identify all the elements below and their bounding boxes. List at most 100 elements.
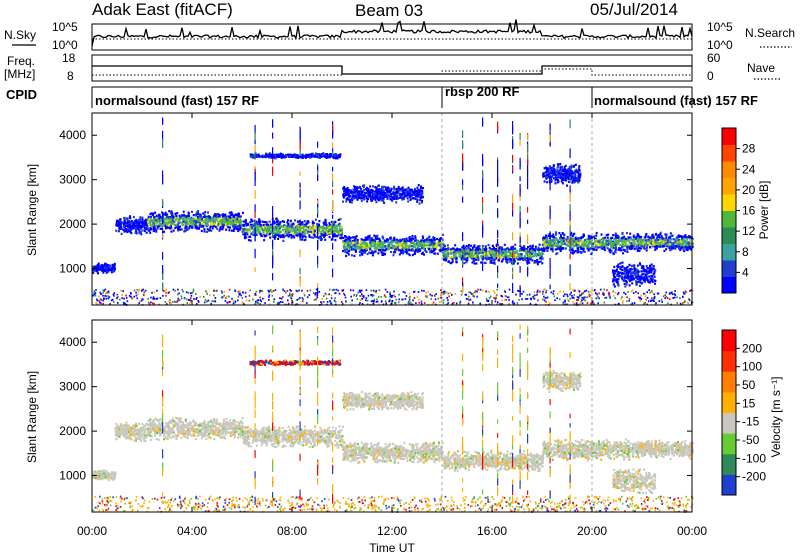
power-cbar-swatch [722,277,736,294]
freq-panel: Freq. [MHz] 18 8 60 0 Nave [4,51,780,83]
cpid-label: CPID [6,87,37,102]
velocity-ytick-label: 3000 [59,380,86,394]
velocity-cbar-swatch [722,413,736,434]
velocity-cbar-swatch [722,330,736,351]
nsky-panel: N.Sky 10^5 10^0 10^5 10^0 N.Search [4,20,795,53]
velocity-ytick-label: 1000 [59,469,86,483]
x-tick-label: 12:00 [377,524,407,538]
velocity-ground-noise [93,496,694,513]
nsky-label: N.Sky [4,28,36,42]
power-cbar-tick-label: 8 [742,245,749,259]
velocity-cbar-tick-label: -100 [742,451,766,465]
velocity-cbar-swatch [722,454,736,475]
nsky-series [92,20,692,47]
x-tick-label: 00:00 [77,524,107,538]
power-cbar-tick-label: 20 [742,183,756,197]
velocity-scatter-band [342,391,424,411]
nsearch-label: N.Search [745,26,795,40]
velocity-scatter-band [342,442,444,464]
power-ytick-label: 2000 [59,217,86,231]
power-ground-noise [92,289,693,306]
nave-tick-bottom: 0 [707,69,714,83]
power-cbar-swatch [722,244,736,261]
nave-label: Nave [747,61,775,75]
cpid-mode-2: rbsp 200 RF [445,84,519,99]
x-tick-label: 20:00 [577,524,607,538]
velocity-scatter-band [612,468,656,494]
power-scatter-band [147,210,244,234]
station-title: Adak East (fitACF) [92,0,233,19]
velocity-scatter-band [115,422,149,443]
x-tick-label: 04:00 [177,524,207,538]
velocity-cbar-tick-label: -200 [742,470,766,484]
date-title: 05/Jul/2014 [590,0,678,19]
power-vertical-streaks [162,118,571,298]
velocity-cbar-label: Velocity [m s⁻¹] [769,376,783,457]
velocity-scatter-band [250,359,342,366]
freq-tick-bottom: 8 [67,69,74,83]
power-scatter-band [542,163,581,187]
freq-label-1: Freq. [7,54,35,68]
power-scatter-band [115,215,149,235]
velocity-ytick-label: 2000 [59,424,86,438]
nsky-tick-top: 10^5 [52,20,78,34]
power-cbar-tick-label: 24 [742,162,756,176]
freq-series [92,66,692,74]
power-ytick-label: 3000 [59,173,86,187]
power-cbar-swatch [722,227,736,244]
velocity-scatter-band [242,425,344,448]
velocity-cbar-swatch [722,351,736,372]
power-cbar-swatch [722,145,736,162]
nave-tick-top: 60 [707,51,721,65]
power-scatter-band [250,152,342,159]
velocity-scatter-band [630,440,694,460]
power-cbar-tick-label: 16 [742,204,756,218]
velocity-panel: 1000 2000 3000 4000 Slant Range [km] 200 100… [25,320,783,513]
power-cbar-swatch [722,128,736,145]
velocity-ylabel: Slant Range [km] [25,371,39,463]
velocity-cbar-tick-label: 200 [742,341,762,355]
power-scatter-band [612,262,656,288]
power-ylabel: Slant Range [km] [25,164,39,256]
power-cbar-swatch [722,178,736,195]
power-scatter-band [630,232,694,252]
power-cbar-swatch [722,211,736,228]
cpid-panel: CPID normalsound (fast) 157 RF rbsp 200 … [6,84,758,108]
velocity-cbar-swatch [722,474,736,495]
nsky-tick-bottom: 10^0 [52,38,78,52]
velocity-scatter-band [542,438,631,461]
velocity-cbar-swatch [722,371,736,392]
beam-title: Beam 03 [355,1,423,20]
freq-label-2: [MHz] [4,67,35,81]
power-ytick-label: 1000 [59,262,86,276]
nsearch-tick-bottom: 10^0 [707,38,733,52]
velocity-cbar-swatch [722,433,736,454]
power-scatter-band [342,234,444,257]
power-cbar-label: Power [dB] [757,181,771,240]
x-tick-label: 08:00 [277,524,307,538]
power-cbar-tick-label: 4 [742,265,749,279]
power-cbar-swatch [722,161,736,178]
velocity-cbar-swatch [722,392,736,413]
velocity-cbar-tick-label: 100 [742,360,762,374]
freq-tick-top: 18 [62,51,76,65]
velocity-cbar-tick-label: -50 [742,433,760,447]
power-cbar-swatch [722,260,736,277]
cpid-mode-1: normalsound (fast) 157 RF [95,93,259,108]
nave-series [92,69,692,75]
nsearch-tick-top: 10^5 [707,20,733,34]
x-tick-label: 16:00 [477,524,507,538]
velocity-scatter-band [443,450,544,472]
power-scatter-band [342,184,424,205]
velocity-scatter-band [542,370,581,393]
x-tick-label: 00:00 [677,524,707,538]
velocity-cbar-tick-label: -15 [742,415,760,429]
velocity-cbar-tick-label: 50 [742,378,756,392]
velocity-ytick-label: 4000 [59,335,86,349]
cpid-mode-3: normalsound (fast) 157 RF [594,93,758,108]
power-scatter-band [442,244,544,266]
power-cbar-tick-label: 12 [742,224,756,238]
power-cbar-swatch [722,194,736,211]
